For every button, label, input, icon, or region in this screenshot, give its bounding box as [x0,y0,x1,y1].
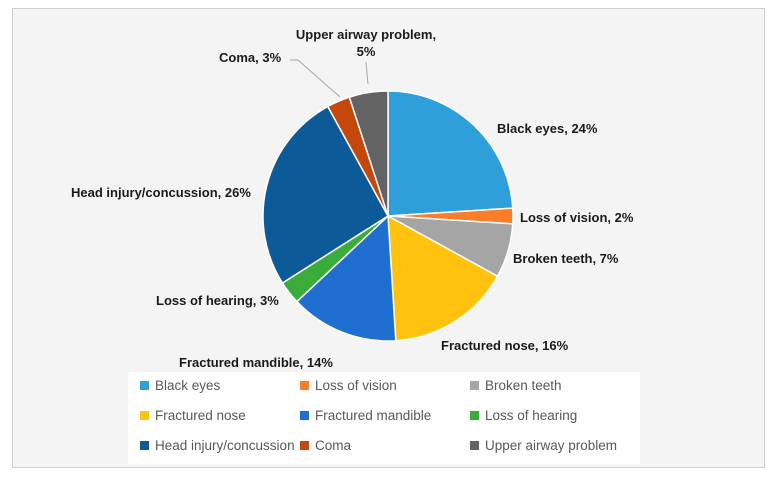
legend-item: Loss of vision [300,375,397,395]
legend-item: Black eyes [140,375,220,395]
legend-item: Head injury/concussion [140,435,295,455]
data-label-head-injury-concussion: Head injury/concussion, 26% [71,185,251,200]
legend-item: Broken teeth [470,375,562,395]
chart-legend: Black eyes Loss of vision Broken teeth Frac… [128,372,640,464]
legend-label: Upper airway problem [485,437,618,453]
legend-swatch [300,440,309,450]
leader-line [290,59,341,98]
legend-swatch [300,410,309,420]
legend-swatch [470,410,479,420]
legend-label: Head injury/concussion [155,437,295,453]
data-label-broken-teeth: Broken teeth, 7% [513,251,619,266]
legend-swatch [140,410,149,420]
legend-item: Fractured mandible [300,405,431,425]
legend-label: Loss of hearing [485,407,578,423]
pie-slice-head-injury-concussion [262,105,389,285]
data-label-coma: Coma, 3% [219,50,282,65]
legend-label: Coma [315,437,352,453]
pie-slice-upper-airway-problem [348,90,389,217]
legend-item: Loss of hearing [470,405,577,425]
legend-label: Broken teeth [485,377,562,393]
legend-swatch [140,380,149,390]
leader-line [365,61,369,85]
legend-swatch [300,380,309,390]
data-label-upper-airway-problem: Upper airway problem, 5% [296,27,436,59]
legend-label: Fractured mandible [315,407,432,423]
legend-swatch [470,380,479,390]
legend-item: Fractured nose [140,405,246,425]
data-label-black-eyes: Black eyes, 24% [497,121,598,136]
pie-slice-black-eyes [387,90,514,217]
pie-slice-fractured-nose [387,214,499,342]
legend-label: Loss of vision [315,377,397,393]
legend-item: Coma [300,435,351,455]
legend-swatch [140,440,149,450]
data-label-fractured-nose: Fractured nose, 16% [441,338,569,353]
data-label-loss-of-hearing: Loss of hearing, 3% [156,293,279,308]
legend-swatch [470,440,479,450]
data-label-fractured-mandible: Fractured mandible, 14% [179,355,333,370]
legend-item: Upper airway problem [470,435,617,455]
pie-slice-fractured-mandible [295,214,397,342]
legend-label: Black eyes [155,377,221,393]
data-label-loss-of-vision: Loss of vision, 2% [520,210,634,225]
legend-label: Fractured nose [155,407,246,423]
